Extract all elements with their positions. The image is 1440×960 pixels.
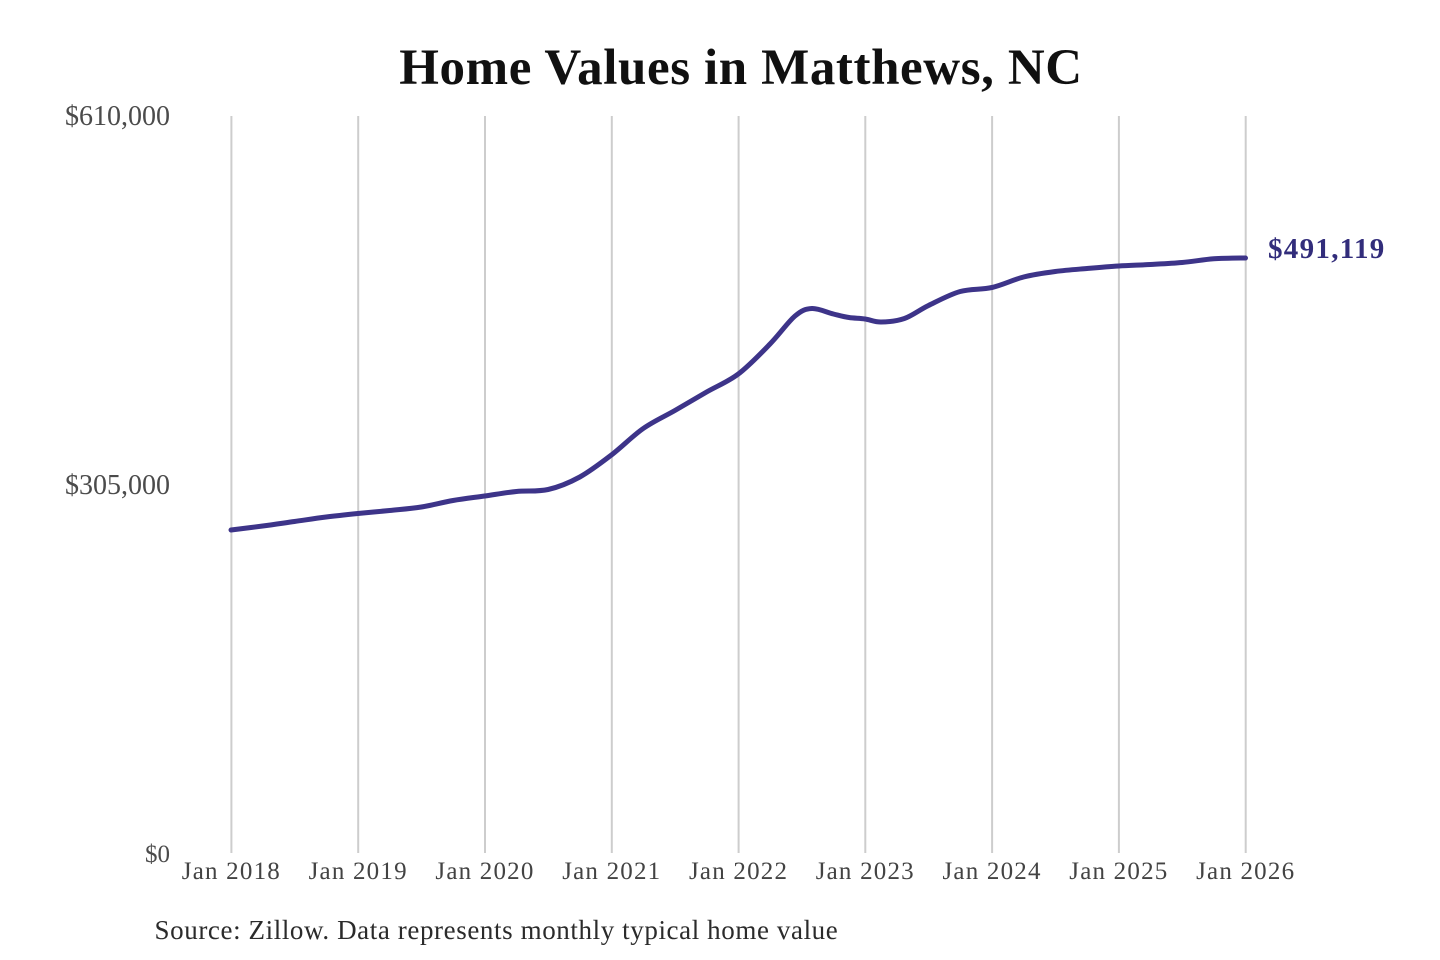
svg-text:Jan 2020: Jan 2020 bbox=[435, 858, 534, 885]
svg-text:Source: Zillow. Data represent: Source: Zillow. Data represents monthly … bbox=[155, 915, 839, 945]
svg-text:Jan 2019: Jan 2019 bbox=[309, 858, 408, 885]
svg-text:$491,119: $491,119 bbox=[1268, 233, 1386, 265]
svg-text:Jan 2024: Jan 2024 bbox=[943, 858, 1042, 885]
svg-text:$305,000: $305,000 bbox=[65, 470, 170, 501]
svg-text:Jan 2021: Jan 2021 bbox=[562, 858, 661, 885]
svg-text:$0: $0 bbox=[145, 841, 170, 868]
svg-text:Jan 2022: Jan 2022 bbox=[689, 858, 788, 885]
svg-text:Jan 2026: Jan 2026 bbox=[1196, 858, 1295, 885]
svg-text:Jan 2018: Jan 2018 bbox=[182, 858, 281, 885]
svg-text:Jan 2025: Jan 2025 bbox=[1069, 858, 1168, 885]
svg-text:$610,000: $610,000 bbox=[65, 101, 170, 132]
svg-text:Jan 2023: Jan 2023 bbox=[816, 858, 915, 885]
svg-text:Home Values in Matthews, NC: Home Values in Matthews, NC bbox=[399, 40, 1082, 96]
